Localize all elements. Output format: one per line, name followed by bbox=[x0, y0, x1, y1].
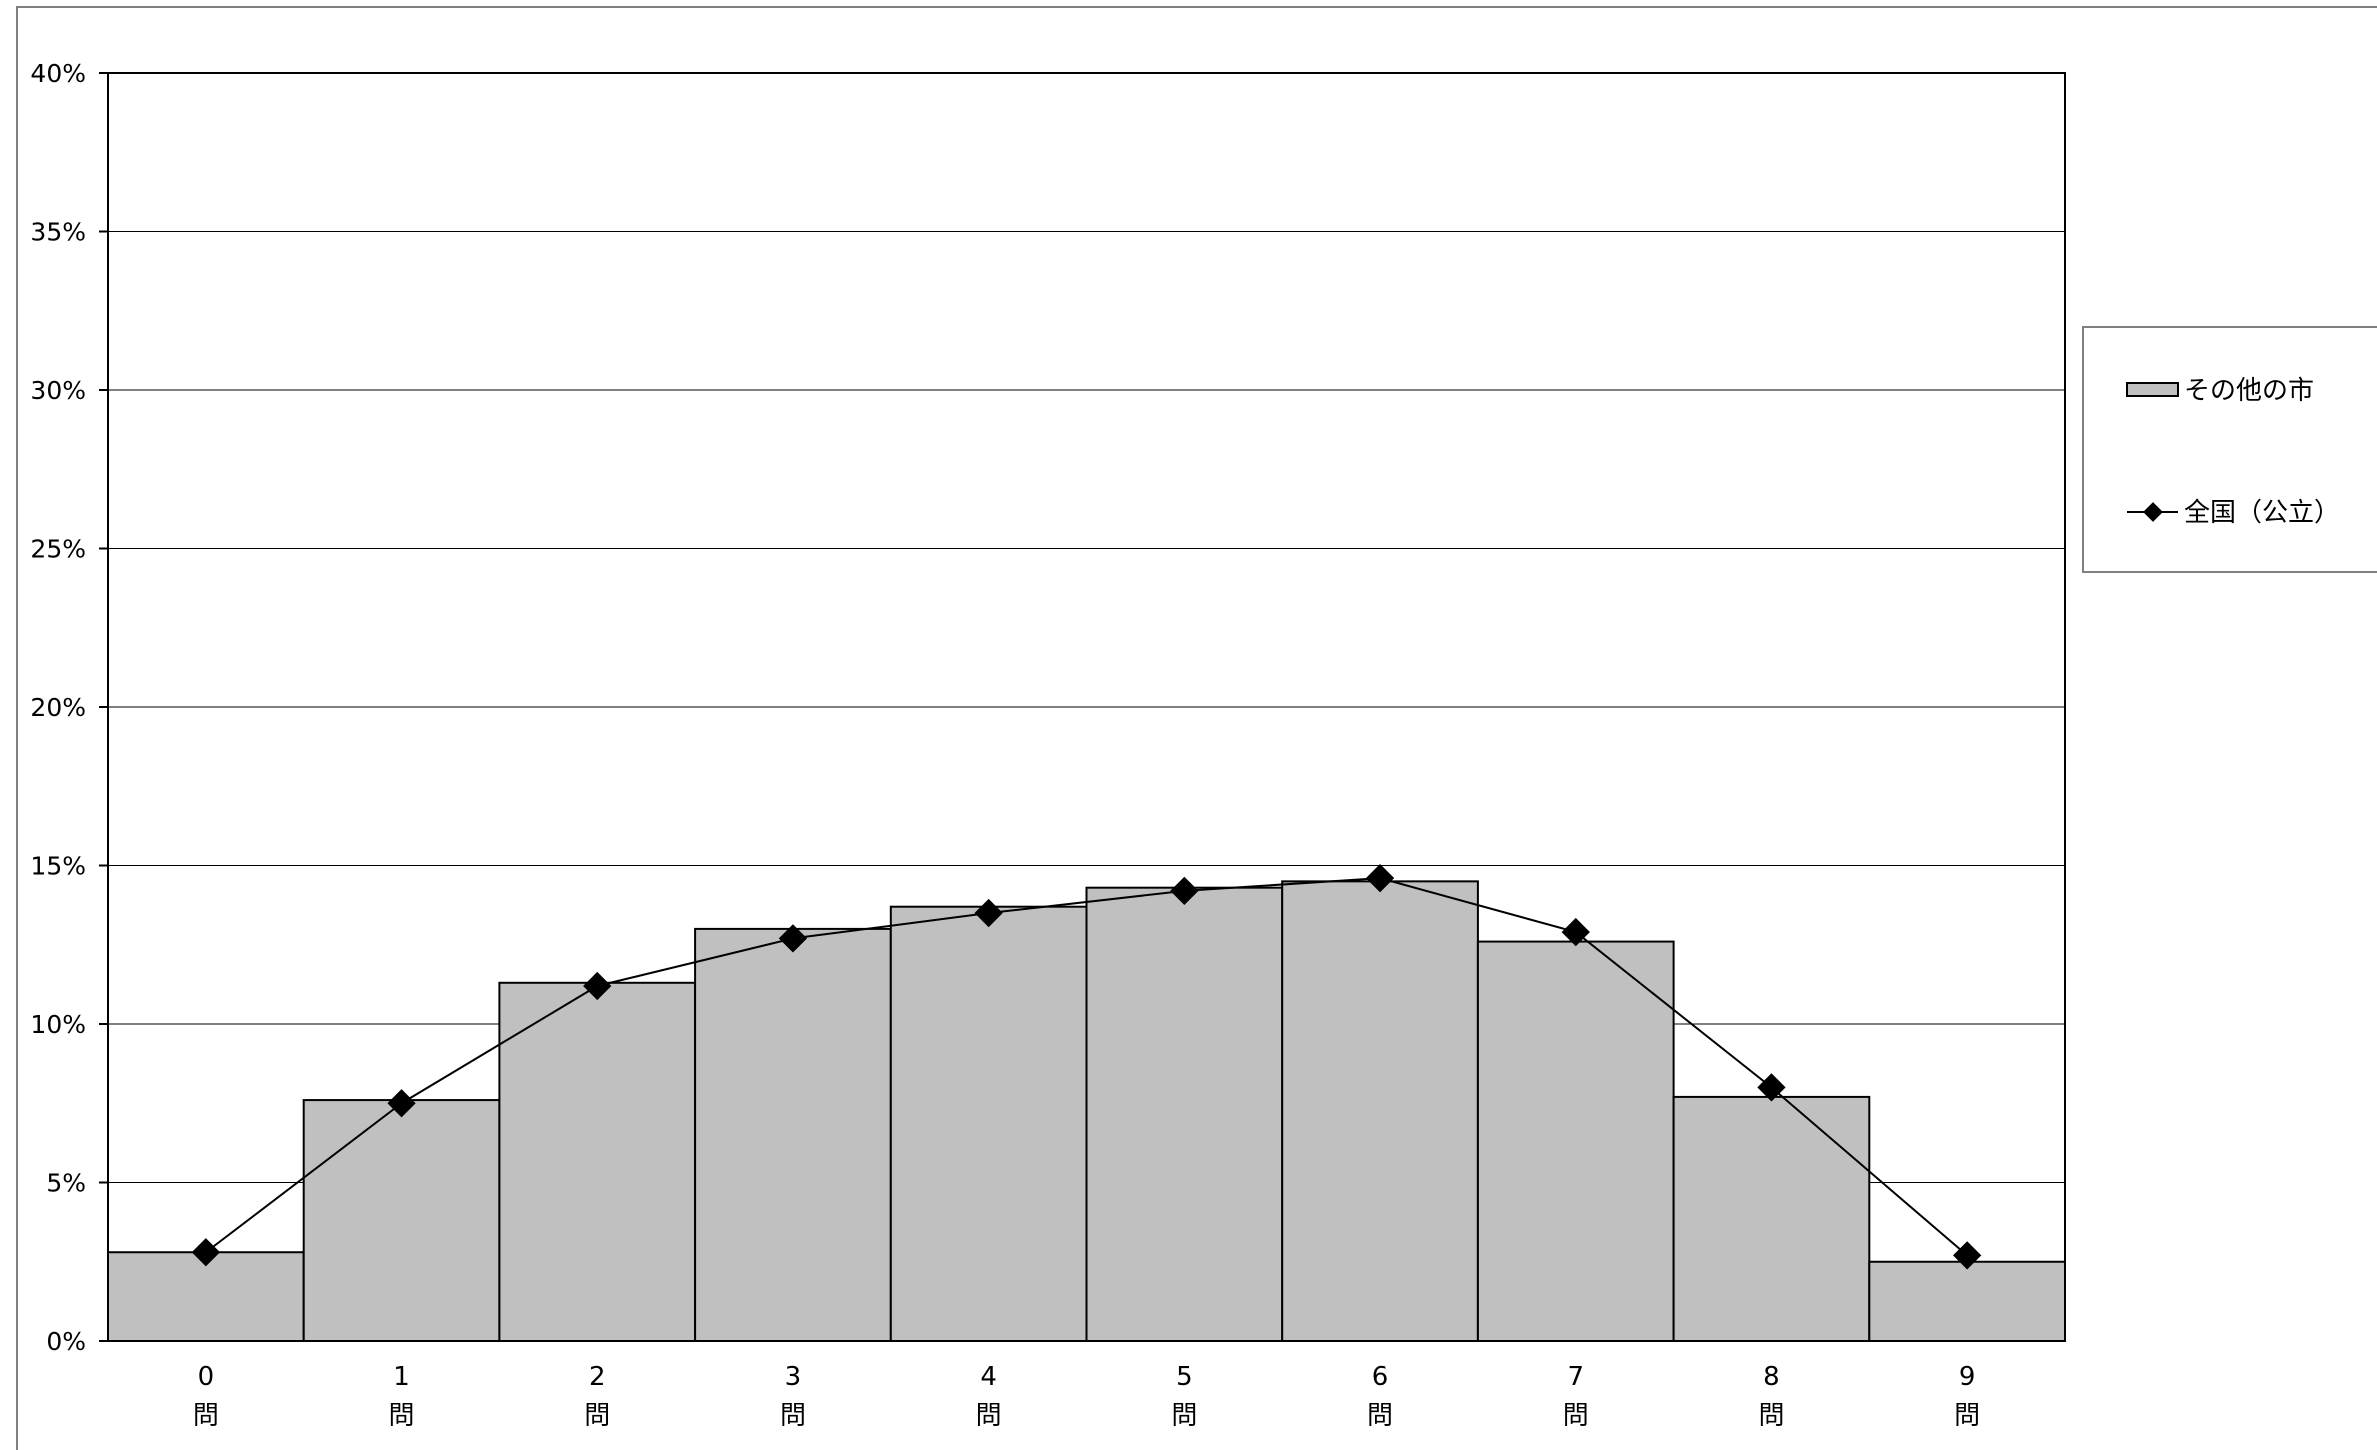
data-point bbox=[191, 1238, 220, 1267]
bar-series bbox=[107, 880, 2067, 1343]
legend-swatch-bar bbox=[2126, 382, 2179, 397]
y-tick-label: 35% bbox=[30, 218, 86, 247]
x-tick-label: 0 bbox=[198, 1362, 215, 1392]
x-tick-label-suffix: 問 bbox=[1954, 1401, 1980, 1431]
bar bbox=[1281, 880, 1479, 1342]
data-point bbox=[583, 971, 612, 1001]
data-point bbox=[1953, 1241, 1982, 1270]
x-tick-label: 7 bbox=[1567, 1362, 1584, 1392]
legend-label-line: 全国（公立） bbox=[2184, 498, 2340, 528]
legend-marker-diamond-icon bbox=[2143, 502, 2163, 522]
x-tick-label: 5 bbox=[1176, 1362, 1193, 1392]
bar bbox=[498, 981, 697, 1342]
legend: その他の市 全国（公立） bbox=[2082, 326, 2377, 573]
series-line bbox=[205, 877, 1968, 1257]
x-tick-label-suffix: 問 bbox=[1758, 1401, 1784, 1431]
x-tick-label: 6 bbox=[1372, 1362, 1389, 1392]
y-tick-label: 5% bbox=[46, 1169, 86, 1198]
x-tick-label-suffix: 問 bbox=[193, 1401, 219, 1431]
y-tick-label: 15% bbox=[30, 852, 86, 881]
data-point bbox=[387, 1089, 416, 1118]
x-tick-label: 1 bbox=[393, 1362, 410, 1392]
y-tick-label: 0% bbox=[46, 1327, 86, 1356]
data-point bbox=[974, 898, 1003, 928]
data-point bbox=[778, 924, 808, 953]
y-axis-ticks: 0% 5% 10% 15% 20% 25% 30% 35% 40% bbox=[30, 59, 108, 1356]
x-tick-label-suffix: 問 bbox=[389, 1401, 415, 1431]
bar bbox=[1672, 1095, 1871, 1343]
data-point bbox=[1365, 864, 1395, 893]
y-tick-label: 40% bbox=[30, 59, 86, 88]
bar bbox=[889, 905, 1088, 1343]
x-tick-label-suffix: 問 bbox=[780, 1401, 806, 1431]
y-tick-label: 10% bbox=[30, 1010, 86, 1039]
data-point bbox=[1757, 1073, 1786, 1102]
x-tick-label-suffix: 問 bbox=[976, 1401, 1002, 1431]
data-point bbox=[1170, 876, 1199, 906]
x-tick-label: 8 bbox=[1763, 1362, 1780, 1392]
x-tick-label-suffix: 問 bbox=[1367, 1401, 1393, 1431]
x-tick-label-suffix: 問 bbox=[584, 1401, 610, 1431]
data-point bbox=[1561, 917, 1590, 947]
legend-box bbox=[2082, 326, 2377, 573]
bar bbox=[1868, 1260, 2067, 1342]
x-tick-label-suffix: 問 bbox=[1171, 1401, 1197, 1431]
x-tick-label: 2 bbox=[589, 1362, 606, 1392]
bar bbox=[302, 1099, 501, 1342]
y-tick-label: 20% bbox=[30, 693, 86, 722]
x-tick-label: 4 bbox=[980, 1362, 997, 1392]
legend-label-bar: その他の市 bbox=[2184, 376, 2314, 406]
y-tick-label: 30% bbox=[30, 376, 86, 405]
x-tick-label: 9 bbox=[1959, 1362, 1976, 1392]
bar bbox=[694, 927, 892, 1343]
x-tick-label: 3 bbox=[785, 1362, 802, 1392]
x-axis-labels: 0 問 1 問 2 問 3 問 4 問 5 問 6 問 7 問 8 問 9 問 bbox=[193, 1362, 1980, 1431]
bar bbox=[1085, 886, 1284, 1342]
y-tick-label: 25% bbox=[30, 535, 86, 564]
bar bbox=[1476, 940, 1675, 1343]
line-series bbox=[191, 864, 1982, 1270]
x-tick-label-suffix: 問 bbox=[1563, 1401, 1589, 1431]
